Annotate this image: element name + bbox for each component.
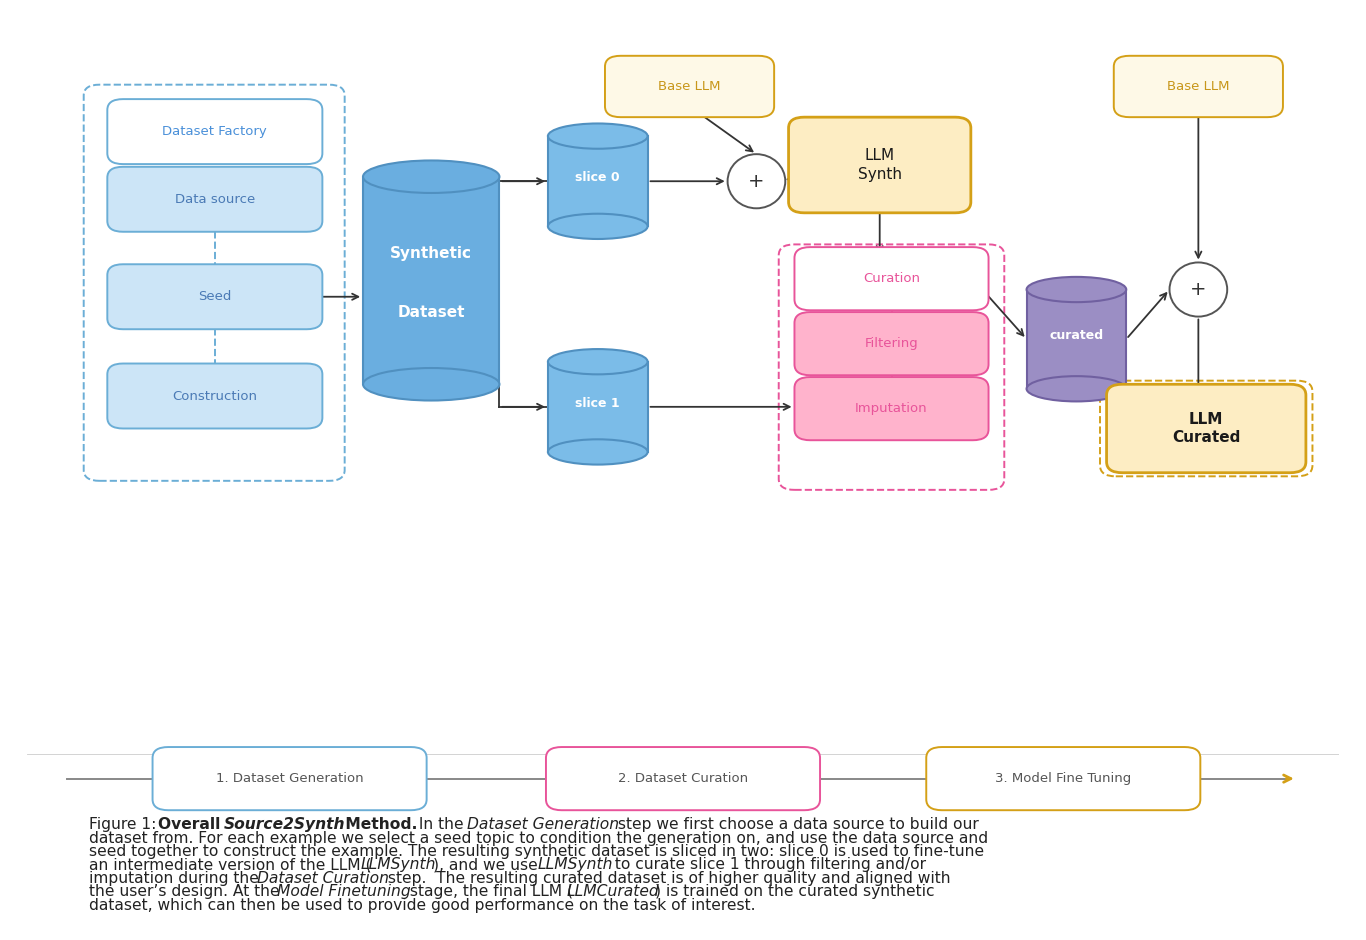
Bar bbox=[1027, 290, 1126, 389]
FancyBboxPatch shape bbox=[153, 747, 426, 810]
Ellipse shape bbox=[363, 368, 500, 400]
Text: LLMSynth: LLMSynth bbox=[538, 857, 613, 872]
Text: ), and we use: ), and we use bbox=[433, 857, 542, 872]
Text: step we first choose a data source to build our: step we first choose a data source to bu… bbox=[613, 818, 978, 833]
FancyBboxPatch shape bbox=[926, 747, 1201, 810]
Text: Curation: Curation bbox=[863, 273, 921, 285]
Bar bbox=[548, 136, 647, 227]
Ellipse shape bbox=[728, 154, 785, 209]
FancyBboxPatch shape bbox=[605, 55, 775, 118]
Text: ) is trained on the curated synthetic: ) is trained on the curated synthetic bbox=[656, 885, 934, 900]
Ellipse shape bbox=[548, 213, 647, 239]
Text: slice 1: slice 1 bbox=[575, 397, 620, 410]
Text: Filtering: Filtering bbox=[865, 337, 918, 351]
Text: slice 0: slice 0 bbox=[575, 171, 620, 184]
Ellipse shape bbox=[363, 161, 500, 193]
Text: Overall: Overall bbox=[158, 818, 225, 833]
FancyBboxPatch shape bbox=[795, 377, 989, 440]
Text: 3. Model Fine Tuning: 3. Model Fine Tuning bbox=[996, 772, 1131, 785]
Text: dataset from. For each example we select a seed topic to condition the generatio: dataset from. For each example we select… bbox=[89, 831, 988, 846]
FancyBboxPatch shape bbox=[108, 99, 322, 164]
FancyBboxPatch shape bbox=[788, 118, 971, 212]
Text: +: + bbox=[749, 172, 765, 191]
FancyBboxPatch shape bbox=[795, 247, 989, 310]
Text: Model Finetuning: Model Finetuning bbox=[277, 885, 410, 900]
Text: Base LLM: Base LLM bbox=[1167, 80, 1229, 93]
Ellipse shape bbox=[1027, 376, 1126, 401]
Ellipse shape bbox=[1169, 262, 1227, 317]
FancyBboxPatch shape bbox=[1106, 384, 1306, 473]
Text: LLM
Curated: LLM Curated bbox=[1172, 412, 1240, 446]
Text: Synthetic: Synthetic bbox=[391, 246, 473, 261]
Text: curated: curated bbox=[1049, 329, 1104, 342]
Text: an intermediate version of the LLM (: an intermediate version of the LLM ( bbox=[89, 857, 372, 872]
Text: 1. Dataset Generation: 1. Dataset Generation bbox=[216, 772, 363, 785]
Text: seed together to construct the example. The resulting synthetic dataset is slice: seed together to construct the example. … bbox=[89, 844, 984, 859]
Text: +: + bbox=[1190, 280, 1206, 299]
Text: dataset, which can then be used to provide good performance on the task of inter: dataset, which can then be used to provi… bbox=[89, 898, 755, 913]
Text: the user’s design. At the: the user’s design. At the bbox=[89, 885, 284, 900]
Text: LLMCurated: LLMCurated bbox=[567, 885, 660, 900]
FancyBboxPatch shape bbox=[546, 747, 820, 810]
Text: Dataset Factory: Dataset Factory bbox=[163, 125, 268, 138]
FancyBboxPatch shape bbox=[108, 364, 322, 429]
Ellipse shape bbox=[548, 439, 647, 464]
Bar bbox=[363, 177, 500, 384]
FancyBboxPatch shape bbox=[108, 264, 322, 329]
Text: LLM
Synth: LLM Synth bbox=[858, 149, 902, 181]
Text: LLMSynth: LLMSynth bbox=[361, 857, 436, 872]
Text: Construction: Construction bbox=[172, 389, 257, 402]
Ellipse shape bbox=[548, 349, 647, 374]
FancyBboxPatch shape bbox=[795, 312, 989, 375]
Text: Dataset Curation: Dataset Curation bbox=[257, 870, 389, 885]
Text: In the: In the bbox=[414, 818, 469, 833]
Bar bbox=[548, 362, 647, 452]
Text: Source2Synth: Source2Synth bbox=[224, 818, 344, 833]
Text: Imputation: Imputation bbox=[855, 402, 928, 415]
Text: Dataset Generation: Dataset Generation bbox=[467, 818, 619, 833]
Text: Dataset: Dataset bbox=[398, 305, 464, 320]
Text: to curate slice 1 through filtering and/or: to curate slice 1 through filtering and/… bbox=[611, 857, 926, 872]
Text: 2. Dataset Curation: 2. Dataset Curation bbox=[617, 772, 749, 785]
Text: Figure 1:: Figure 1: bbox=[89, 818, 161, 833]
FancyBboxPatch shape bbox=[108, 166, 322, 232]
Text: imputation during the: imputation during the bbox=[89, 870, 264, 885]
FancyBboxPatch shape bbox=[1113, 55, 1283, 118]
Text: Seed: Seed bbox=[198, 290, 231, 304]
Ellipse shape bbox=[1027, 277, 1126, 302]
Text: step.  The resulting curated dataset is of higher quality and aligned with: step. The resulting curated dataset is o… bbox=[384, 870, 951, 885]
Text: Base LLM: Base LLM bbox=[658, 80, 721, 93]
Text: Method.: Method. bbox=[340, 818, 418, 833]
Text: stage, the final LLM (: stage, the final LLM ( bbox=[406, 885, 574, 900]
Ellipse shape bbox=[548, 123, 647, 149]
Text: Data source: Data source bbox=[175, 193, 255, 206]
